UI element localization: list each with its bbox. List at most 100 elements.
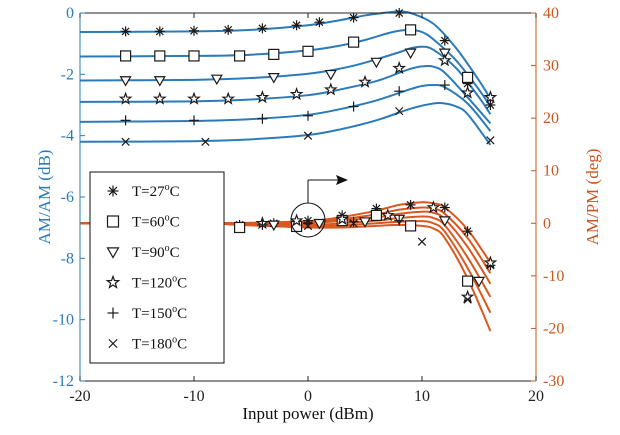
- am-pm-point-3: [380, 208, 395, 222]
- am-am-point-4: [303, 110, 313, 121]
- legend-entries: T=27oC T=60oC T=90oC T=120oC T=150oC T=180oC: [105, 182, 187, 353]
- am-pm-point-5: [463, 295, 472, 304]
- am-am-point-1: [348, 36, 360, 48]
- am-am-point-5: [486, 136, 495, 145]
- am-am-point-1: [234, 50, 246, 62]
- y-tick-label-left: -12: [53, 373, 74, 390]
- am-am-point-0: [348, 12, 359, 23]
- am-am-point-1: [154, 50, 166, 62]
- am-pm-point-2: [267, 220, 280, 232]
- legend-label-3: T=120oC: [132, 274, 187, 292]
- am-am-point-1: [119, 50, 132, 62]
- am-am-point-2: [324, 69, 337, 81]
- am-am-curve-5: [79, 101, 492, 146]
- legend-marker-1: [106, 215, 120, 228]
- y-tick-label-left: -10: [53, 312, 74, 329]
- am-am-point-1: [462, 71, 474, 84]
- am-pm-point-2: [358, 217, 372, 228]
- y-tick-label-left: -6: [61, 189, 74, 206]
- y-tick-label-right: -10: [543, 268, 564, 285]
- am-pm-point-1: [234, 221, 246, 234]
- am-am-point-2: [404, 48, 417, 60]
- am-am-point-4: [120, 115, 131, 126]
- am-am-curve-3: [79, 64, 492, 125]
- am-am-point-2: [210, 74, 223, 86]
- markers-layer: [118, 8, 498, 304]
- am-am-curve-2: [79, 45, 492, 115]
- am-am-point-4: [439, 80, 450, 91]
- am-am-point-1: [188, 50, 200, 62]
- am-am-point-5: [395, 106, 404, 116]
- x-tick-label: 0: [304, 388, 312, 405]
- am-am-point-0: [189, 25, 199, 36]
- am-pm-point-5: [303, 221, 313, 231]
- am-pm-point-0: [405, 199, 416, 210]
- am-pm-point-2: [472, 276, 486, 288]
- am-pm-point-5: [417, 237, 427, 246]
- am-am-point-3: [187, 91, 201, 105]
- am-pm-point-2: [438, 216, 451, 227]
- x-tick-label: -20: [69, 388, 90, 405]
- am-pm-point-2: [313, 218, 326, 230]
- am-am-point-1: [405, 24, 417, 36]
- legend-label-4: T=150oC: [132, 304, 187, 322]
- legend-label-2: T=90oC: [132, 243, 180, 261]
- am-am-point-3: [221, 91, 236, 105]
- am-am-point-2: [370, 57, 383, 69]
- am-pm-point-0: [439, 202, 450, 213]
- am-am-point-0: [120, 26, 131, 37]
- y-tick-label-left: -4: [61, 128, 74, 145]
- am-pm-point-1: [370, 209, 382, 221]
- am-pm-point-1: [405, 220, 417, 232]
- am-am-point-0: [154, 26, 165, 37]
- ticks-layer: -20 -10 0 10 20-12-10-8-6-4-20-30-20-1001020…: [53, 5, 565, 405]
- y-tick-label-right: 0: [543, 215, 551, 232]
- am-am-point-5: [121, 137, 130, 146]
- am-pm-point-0: [462, 226, 473, 237]
- legend-label-1: T=60oC: [132, 213, 180, 231]
- am-am-point-1: [302, 45, 314, 57]
- am-am-point-3: [323, 82, 338, 96]
- am-am-point-0: [485, 100, 496, 110]
- am-am-point-5: [201, 137, 210, 146]
- am-am-point-4: [257, 113, 268, 124]
- am-am-point-0: [291, 20, 302, 31]
- am-am-point-0: [257, 23, 268, 34]
- am-am-point-2: [267, 73, 280, 84]
- am-am-point-3: [483, 90, 498, 104]
- am-am-point-3: [437, 53, 452, 67]
- am-am-point-3: [289, 86, 304, 101]
- legend-marker-3: [105, 274, 121, 289]
- x-tick-label: 20: [528, 388, 544, 405]
- am-am-point-3: [152, 91, 167, 105]
- x-axis-label: Input power (dBm): [242, 404, 373, 423]
- am-am-point-2: [153, 76, 166, 87]
- am-am-point-0: [314, 17, 325, 28]
- am-am-point-4: [348, 101, 359, 112]
- am-pm-point-3: [483, 255, 498, 269]
- am-am-point-0: [439, 35, 450, 46]
- am-pm-point-3: [289, 213, 304, 227]
- y-tick-label-right: -30: [543, 373, 564, 390]
- y-axis-label-right: AM/PM (deg): [583, 149, 602, 246]
- legend-label-0: T=27oC: [132, 182, 180, 200]
- am-am-point-3: [118, 91, 133, 105]
- legend-marker-0: [107, 185, 119, 197]
- am-pm-point-5: [349, 219, 358, 228]
- am-pm-point-3: [426, 200, 441, 214]
- am-am-point-3: [255, 90, 270, 104]
- y-axis-label-left: AM/AM (dB): [35, 150, 54, 245]
- am-pm-curve-5: [79, 222, 492, 332]
- y-tick-label-left: 0: [66, 5, 74, 22]
- am-am-point-0: [223, 24, 234, 35]
- y-tick-label-left: -8: [61, 250, 74, 267]
- am-am-point-4: [394, 86, 405, 97]
- am-am-point-4: [189, 115, 199, 126]
- annotation-arrow-head: [336, 175, 348, 185]
- am-am-point-1: [268, 48, 280, 61]
- am-pm-point-4: [257, 219, 268, 230]
- legend-box: [89, 171, 225, 364]
- y-tick-label-right: -20: [543, 320, 564, 337]
- y-tick-label-right: 10: [543, 163, 559, 180]
